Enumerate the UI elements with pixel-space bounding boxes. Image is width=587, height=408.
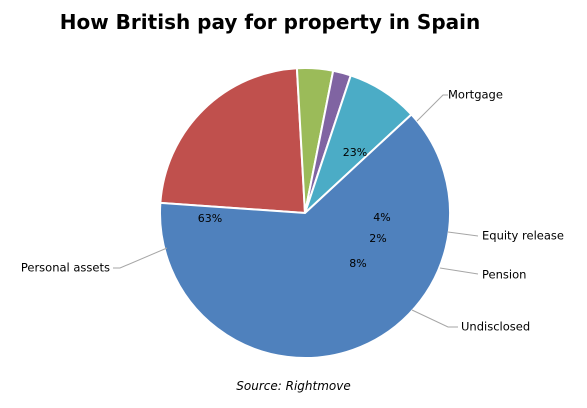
pie-slice-personal-assets [159,113,451,359]
data-label-equity-release: 4% [373,211,390,224]
chart-title: How British pay for property in Spain [59,10,481,34]
data-label-personal-assets: 63% [198,212,222,225]
data-label-pension: 2% [369,232,386,245]
category-label-personal-assets: Personal assets [21,261,110,275]
leader-line-undisclosed [411,309,458,328]
category-label-equity-release: Equity release [482,229,564,243]
leader-line-mortgage [416,94,448,122]
leader-line-pension [439,267,479,275]
category-label-mortgage: Mortgage [448,88,503,102]
leader-line-equity-release [447,231,479,237]
pie-slice-mortgage [159,67,307,215]
category-label-pension: Pension [482,268,526,282]
leader-line-personal-assets [113,247,168,269]
category-label-undisclosed: Undisclosed [461,320,530,334]
data-label-mortgage: 23% [343,146,367,159]
data-label-undisclosed: 8% [349,257,366,270]
chart-source: Source: Rightmove [236,379,351,393]
